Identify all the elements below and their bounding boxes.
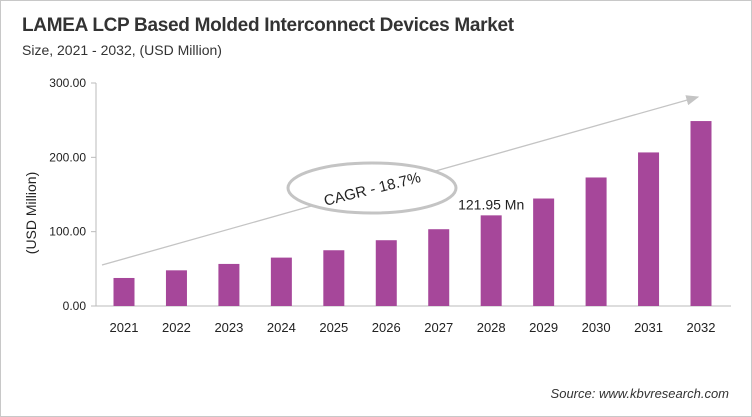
- y-tick-label: 300.00: [49, 76, 86, 90]
- x-tick-label: 2022: [162, 320, 191, 335]
- x-tick-label: 2028: [477, 320, 506, 335]
- x-tick-label: 2021: [110, 320, 139, 335]
- bar-2024: [270, 257, 292, 306]
- x-tick-label: 2030: [582, 320, 611, 335]
- x-tick-label: 2027: [424, 320, 453, 335]
- y-tick-label: 200.00: [49, 150, 86, 164]
- bar-2032: [690, 121, 712, 306]
- bar-2023: [218, 263, 240, 306]
- bar-2031: [638, 152, 660, 306]
- bar-2028: [480, 215, 502, 306]
- chart-title: LAMEA LCP Based Molded Interconnect Devi…: [22, 15, 514, 36]
- x-tick-label: 2025: [319, 320, 348, 335]
- bar-2029: [533, 198, 555, 306]
- bar-2022: [165, 270, 187, 306]
- x-tick-label: 2024: [267, 320, 296, 335]
- bar-2026: [375, 240, 397, 306]
- data-label-2028: 121.95 Mn: [458, 196, 524, 212]
- bar-2030: [585, 177, 607, 306]
- x-tick-label: 2029: [529, 320, 558, 335]
- chart-subtitle: Size, 2021 - 2032, (USD Million): [22, 42, 222, 58]
- y-tick-label: 0.00: [63, 299, 87, 313]
- x-tick-label: 2026: [372, 320, 401, 335]
- y-axis-label: (USD Million): [23, 172, 39, 254]
- bar-2025: [323, 250, 345, 306]
- cagr-ellipse: [286, 161, 458, 215]
- y-tick-label: 100.00: [49, 225, 86, 239]
- x-tick-label: 2023: [214, 320, 243, 335]
- x-tick-label: 2031: [634, 320, 663, 335]
- source-text: Source: www.kbvresearch.com: [550, 386, 729, 401]
- bar-2021: [113, 277, 135, 306]
- x-tick-label: 2032: [687, 320, 716, 335]
- bar-2027: [428, 229, 450, 306]
